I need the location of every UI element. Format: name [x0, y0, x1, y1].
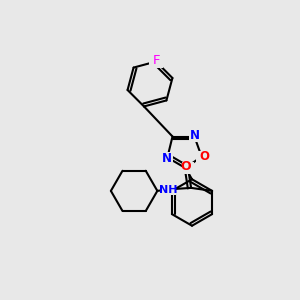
Text: O: O [199, 150, 209, 163]
Text: NH: NH [159, 185, 178, 195]
FancyBboxPatch shape [149, 56, 163, 68]
FancyBboxPatch shape [162, 152, 173, 163]
FancyBboxPatch shape [182, 162, 194, 174]
FancyBboxPatch shape [161, 183, 176, 195]
Text: N: N [161, 152, 172, 165]
Text: F: F [152, 54, 160, 67]
Text: O: O [180, 160, 191, 173]
FancyBboxPatch shape [189, 131, 200, 142]
Text: N: N [190, 129, 200, 142]
FancyBboxPatch shape [196, 152, 207, 162]
